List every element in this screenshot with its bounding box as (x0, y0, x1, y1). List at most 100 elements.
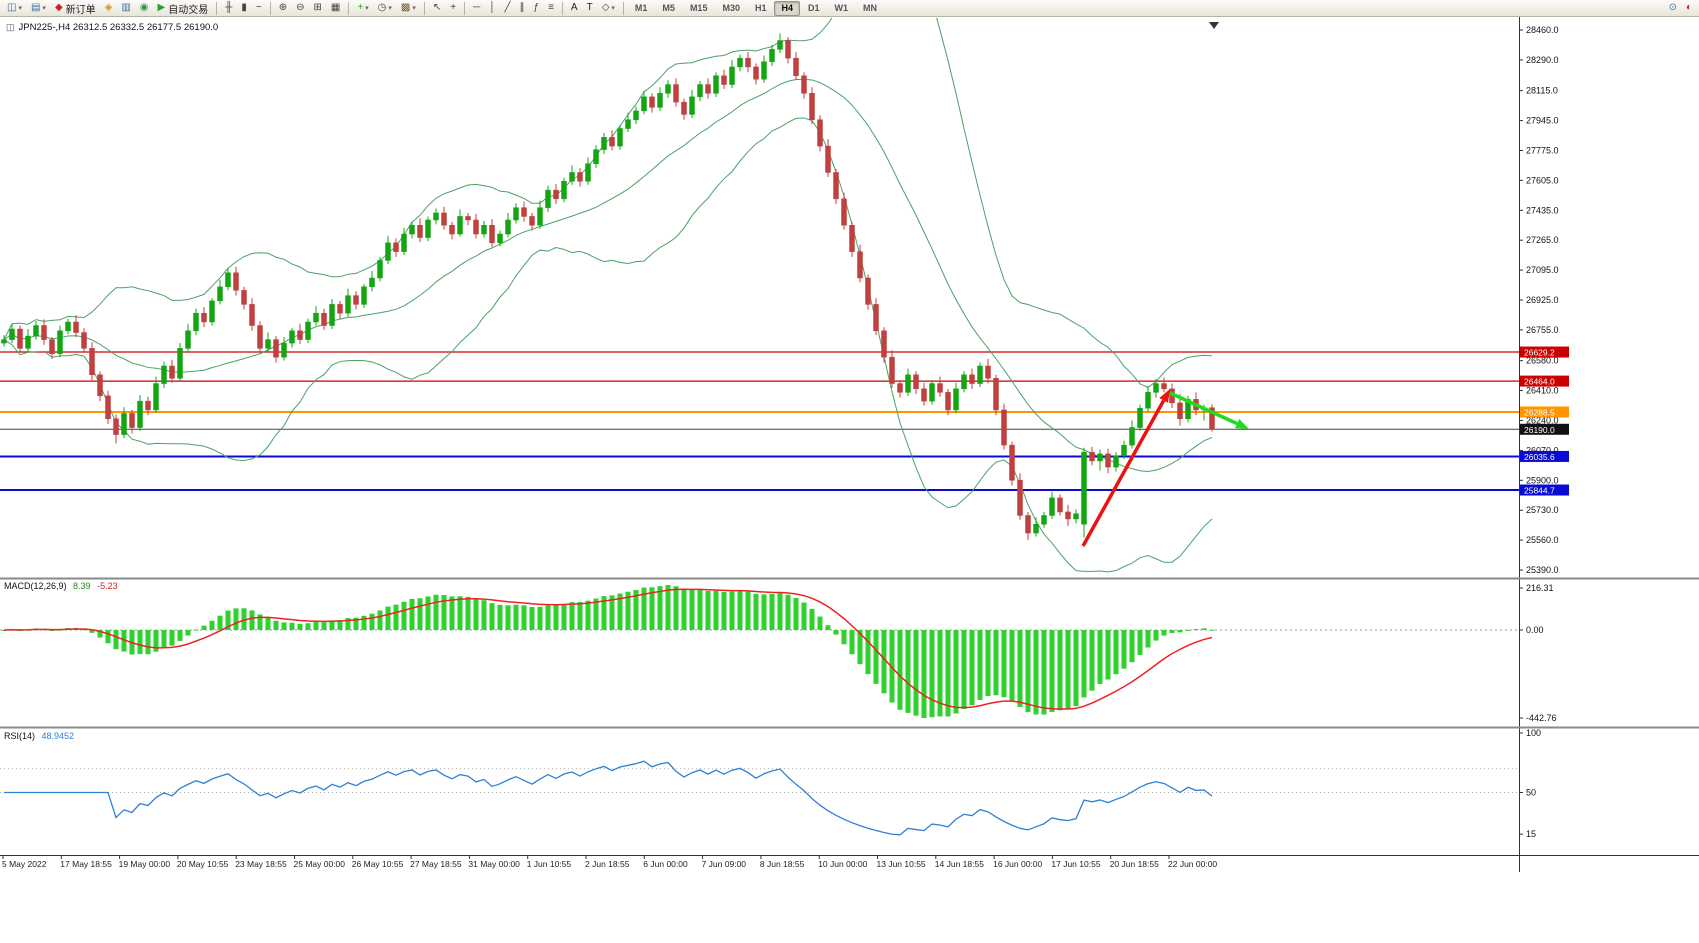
macd-histogram-bar (865, 629, 871, 675)
trendline-icon[interactable]: ╱ (504, 2, 511, 13)
price-tag-26190.0: 26190.0 (1520, 423, 1569, 435)
macd-histogram-bar (961, 629, 967, 709)
search-icon[interactable]: ⊙ (1668, 2, 1677, 13)
price-tag-26035.6: 26035.6 (1520, 450, 1569, 462)
text-icon[interactable]: A (570, 2, 578, 13)
timeframe-m30[interactable]: M30 (722, 3, 740, 13)
macd-histogram-bar (1097, 629, 1103, 685)
help-icon[interactable]: ◐ (1685, 2, 1692, 13)
macd-histogram-bar (913, 629, 919, 716)
macd-histogram-bar (721, 591, 727, 630)
trend-arrow-bullish[interactable] (1081, 389, 1170, 547)
macd-histogram-bar (1177, 629, 1183, 633)
profiles-icon[interactable]: ▤ ▾ (30, 2, 46, 13)
tile-windows-icon[interactable]: ⊞ (313, 2, 322, 13)
vertical-line-icon[interactable]: │ (489, 2, 496, 13)
market-watch-icon[interactable]: ◈ (104, 2, 113, 13)
macd-histogram-bar (329, 620, 335, 630)
macd-histogram-bar (793, 597, 799, 630)
macd-histogram-bar (1121, 629, 1127, 669)
macd-histogram-bar (969, 629, 975, 706)
timeframe-m15[interactable]: M15 (689, 3, 708, 13)
cursor-icon[interactable]: ↖ (432, 2, 442, 13)
macd-histogram-bar (1185, 629, 1191, 631)
toolbar-separator (561, 1, 563, 15)
toolbar-separator (423, 1, 425, 15)
macd-histogram-bar (785, 594, 791, 630)
macd-histogram-bar (145, 629, 151, 655)
macd-panel[interactable] (0, 585, 1519, 718)
text-label-icon[interactable]: T (586, 2, 593, 13)
time-label: 17 Jun 10:55 (1051, 859, 1101, 869)
andrews-pitchfork-icon[interactable]: ≡ (548, 2, 554, 13)
price-tick-label: 26755.0 (1526, 325, 1559, 335)
macd-histogram-bar (105, 629, 111, 644)
macd-histogram-bar (713, 590, 719, 630)
bar-chart-type-icon[interactable]: ╫ (225, 2, 233, 13)
macd-histogram-bar (841, 629, 847, 645)
price-tag-25844.7: 25844.7 (1520, 484, 1569, 496)
new-chart-icon[interactable]: ◫ ▾ (7, 2, 22, 13)
arrows-shapes-icon[interactable]: ◇ ▾ (601, 2, 615, 13)
macd-histogram-bar (529, 606, 535, 630)
indicators-icon[interactable]: + ▾ (357, 2, 369, 13)
navigator-icon[interactable]: ◉ (139, 2, 149, 13)
trend-arrow-bearish[interactable] (1169, 391, 1249, 429)
macd-histogram-bar (417, 598, 423, 630)
data-window-icon[interactable]: ▥ (121, 2, 131, 13)
price-tag-26288.5: 26288.5 (1520, 406, 1569, 418)
svg-text:26629.2: 26629.2 (1524, 348, 1555, 358)
macd-histogram-bar (257, 614, 263, 630)
svg-text:26190.0: 26190.0 (1524, 425, 1555, 435)
macd-histogram-bar (217, 615, 223, 630)
macd-tick-label: 216.31 (1526, 583, 1554, 593)
macd-histogram-bar (449, 596, 455, 630)
chart-window-icon: ◫ (6, 22, 15, 32)
candlestick-type-icon[interactable]: ▮ (241, 2, 247, 13)
macd-histogram-bar (769, 593, 775, 630)
new-order-button[interactable]: ◆ 新订单 (54, 2, 96, 16)
timeframe-mn[interactable]: MN (863, 3, 878, 13)
zoom-in-icon[interactable]: ⊕ (278, 2, 288, 13)
macd-histogram-bar (697, 589, 703, 630)
chart-shift-marker[interactable] (1209, 22, 1219, 29)
price-chart[interactable] (0, 0, 1519, 573)
macd-histogram-bar (665, 585, 671, 630)
time-label: 14 Jun 18:55 (934, 859, 984, 869)
time-label: 26 May 10:55 (351, 859, 404, 869)
timeframe-d1[interactable]: D1 (808, 3, 820, 13)
time-label: 5 May 2022 (2, 859, 47, 869)
time-label: 31 May 00:00 (468, 859, 520, 869)
periods-icon[interactable]: ◷ ▾ (377, 2, 392, 13)
macd-histogram-bar (1209, 629, 1215, 631)
time-label: 23 May 18:55 (235, 859, 287, 869)
timeframe-m5[interactable]: M5 (662, 3, 675, 13)
macd-histogram-bar (393, 604, 399, 630)
macd-histogram-bar (1161, 629, 1167, 636)
time-axis[interactable]: 5 May 2022 17 May 18:55 19 May 00:00 20 May… (0, 859, 1519, 873)
line-chart-type-icon[interactable]: ~ (255, 2, 262, 13)
rsi-tick-label: 50 (1526, 788, 1536, 798)
price-tag-26464.0: 26464.0 (1520, 375, 1569, 387)
timeframe-w1[interactable]: W1 (834, 3, 849, 13)
macd-histogram-bar (249, 610, 255, 630)
price-tick-label: 25560.0 (1526, 535, 1559, 545)
fibonacci-icon[interactable]: ƒ (533, 2, 540, 13)
crosshair-icon[interactable]: + (450, 2, 457, 13)
macd-histogram-bar (233, 608, 239, 630)
auto-arrange-icon[interactable]: ▦ (330, 2, 341, 13)
templates-icon[interactable]: ▩ ▾ (400, 2, 416, 13)
macd-histogram-bar (305, 623, 311, 630)
timeframe-h1[interactable]: H1 (754, 3, 767, 13)
macd-histogram-bar (289, 622, 295, 630)
timeframe-h4[interactable]: H4 (774, 0, 800, 16)
auto-trading-button[interactable]: ▶ 自动交易 (157, 2, 209, 16)
equidistant-channel-icon[interactable]: ∥ (519, 2, 525, 13)
macd-histogram-bar (977, 629, 983, 700)
rsi-panel[interactable] (0, 760, 1519, 836)
horizontal-line-icon[interactable]: ─ (473, 2, 481, 13)
zoom-out-icon[interactable]: ⊖ (296, 2, 305, 13)
timeframe-m1[interactable]: M1 (634, 3, 648, 13)
chart-title-text: JPN225-,H4 26312.5 26332.5 26177.5 26190… (18, 22, 219, 33)
